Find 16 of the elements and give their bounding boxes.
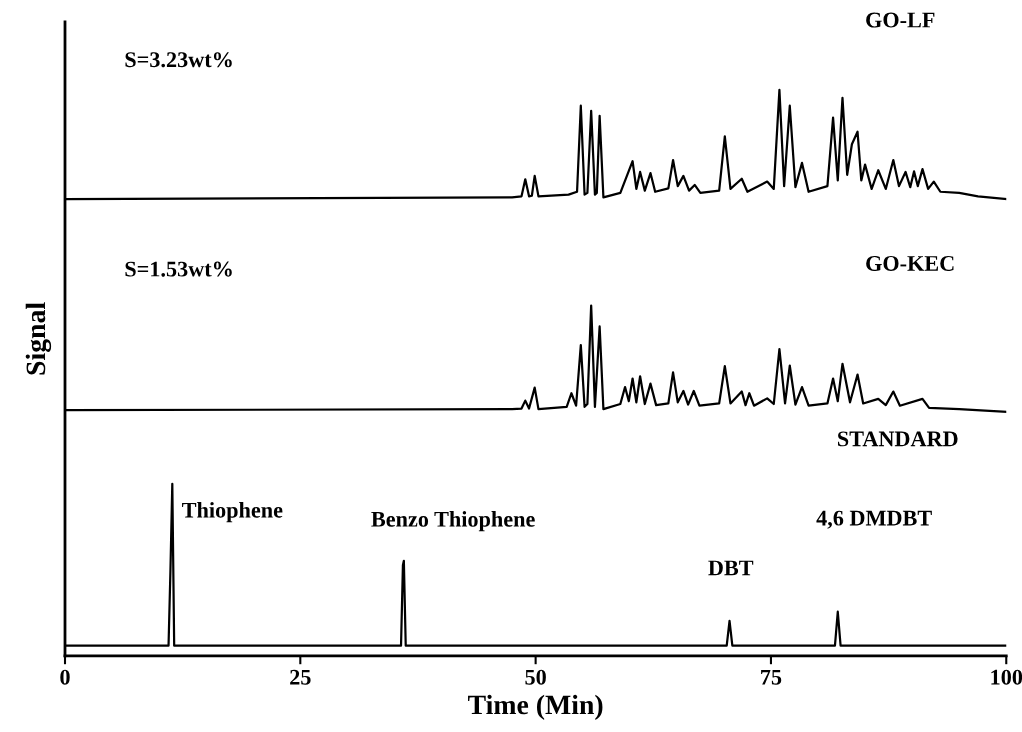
annotation: GO-KEC: [866, 255, 954, 271]
annotation: DBT: [708, 560, 754, 576]
y-axis-title: Signal: [25, 302, 52, 375]
x-tick-label: 0: [60, 669, 70, 685]
x-axis-title: Time (Min): [468, 694, 603, 720]
text: S=3.23wt%: [125, 52, 232, 68]
annotation: Thiophene: [182, 502, 283, 523]
text: GO-LF: [866, 12, 935, 28]
annotation: S=1.53wt%: [125, 261, 232, 277]
x-tick-label: 50: [525, 669, 546, 685]
x-tick-label: 100: [991, 669, 1022, 685]
annotation: Benzo Thiophene: [371, 511, 535, 532]
annotation: STANDARD: [838, 431, 958, 447]
x-tick-label: 75: [761, 669, 782, 685]
x-tick-label: 25: [290, 669, 311, 685]
annotation: 4,6 DMDBT: [816, 510, 932, 529]
